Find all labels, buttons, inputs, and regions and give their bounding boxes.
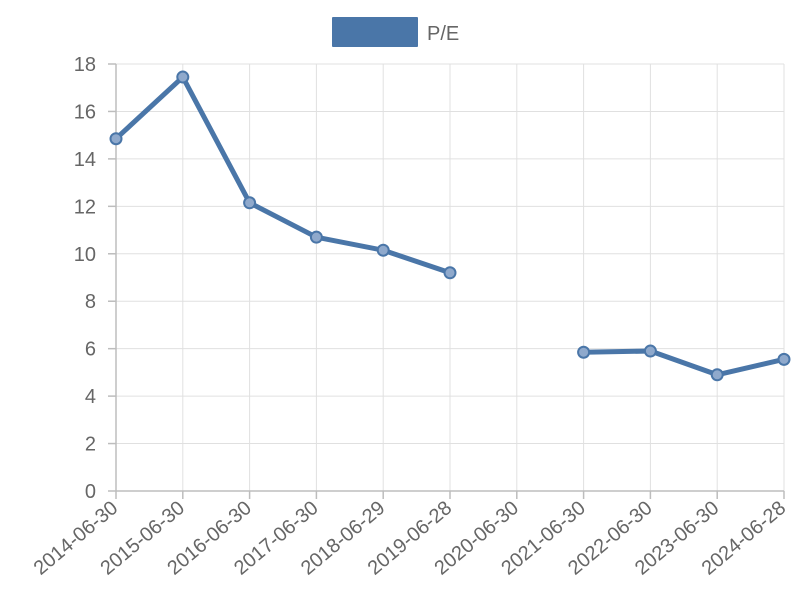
y-tick-label: 6 xyxy=(85,339,96,361)
data-point[interactable] xyxy=(777,352,791,366)
data-point[interactable] xyxy=(643,344,657,358)
data-point[interactable] xyxy=(376,243,390,257)
data-point[interactable] xyxy=(176,70,190,84)
data-point[interactable] xyxy=(309,230,323,244)
y-tick-label: 4 xyxy=(85,386,96,408)
y-tick-label: 2 xyxy=(85,434,96,456)
y-tick-labels: 0 2 4 6 8 10 12 14 16 18 xyxy=(74,54,96,503)
data-point[interactable] xyxy=(243,196,257,210)
legend-label-pe: P/E xyxy=(427,23,459,45)
y-tick-label: 14 xyxy=(74,149,96,171)
y-tick-label: 18 xyxy=(74,54,96,76)
y-tick-label: 8 xyxy=(85,291,96,313)
y-tick-label: 0 xyxy=(85,481,96,503)
y-tick-label: 10 xyxy=(74,244,96,266)
x-tick-labels: 2014-06-302015-06-302016-06-302017-06-30… xyxy=(30,497,791,580)
data-point[interactable] xyxy=(710,368,724,382)
series-line-segment xyxy=(113,74,453,276)
data-point[interactable] xyxy=(443,266,457,280)
legend-swatch-pe xyxy=(332,17,418,47)
y-tick-label: 12 xyxy=(74,196,96,218)
series-line-segment xyxy=(581,348,787,378)
series-pe xyxy=(109,70,791,382)
y-tick-label: 16 xyxy=(74,101,96,123)
data-point[interactable] xyxy=(109,132,123,146)
data-point[interactable] xyxy=(577,345,591,359)
legend: P/E xyxy=(332,17,459,47)
